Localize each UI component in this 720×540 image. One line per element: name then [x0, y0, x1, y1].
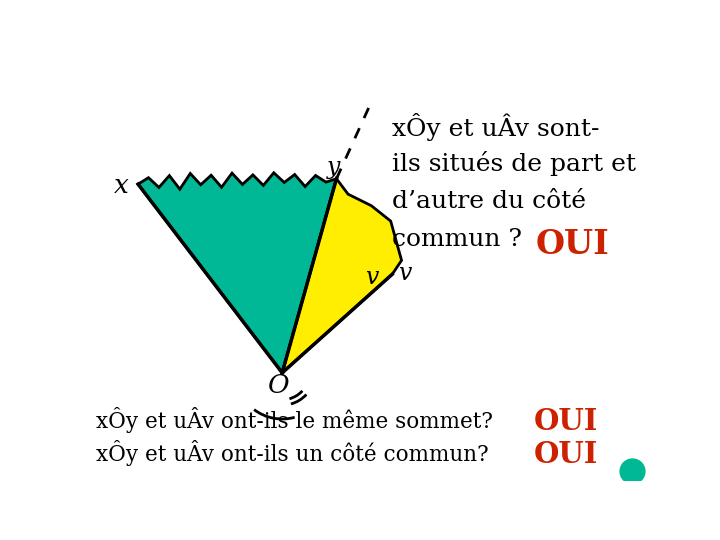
Text: xÔy et uÂv ont-ils un côté commun?: xÔy et uÂv ont-ils un côté commun? — [96, 440, 489, 466]
Text: xÔy et uÂv sont-: xÔy et uÂv sont- — [392, 112, 600, 140]
Text: xÔy et uÂv ont-ils le même sommet?: xÔy et uÂv ont-ils le même sommet? — [96, 408, 493, 434]
Text: O: O — [269, 373, 290, 398]
Text: d’autre du côté: d’autre du côté — [392, 190, 586, 213]
Text: commun ?: commun ? — [392, 228, 522, 251]
Text: OUI: OUI — [534, 440, 598, 469]
Text: y: y — [327, 156, 341, 179]
Polygon shape — [282, 179, 402, 373]
Text: OUI: OUI — [534, 408, 598, 436]
Text: x: x — [114, 173, 128, 198]
Circle shape — [620, 459, 645, 484]
Polygon shape — [138, 173, 336, 373]
Text: v: v — [398, 262, 412, 286]
Text: ils situés de part et: ils situés de part et — [392, 151, 636, 176]
Text: OUI: OUI — [536, 228, 609, 261]
Text: v: v — [365, 266, 379, 289]
